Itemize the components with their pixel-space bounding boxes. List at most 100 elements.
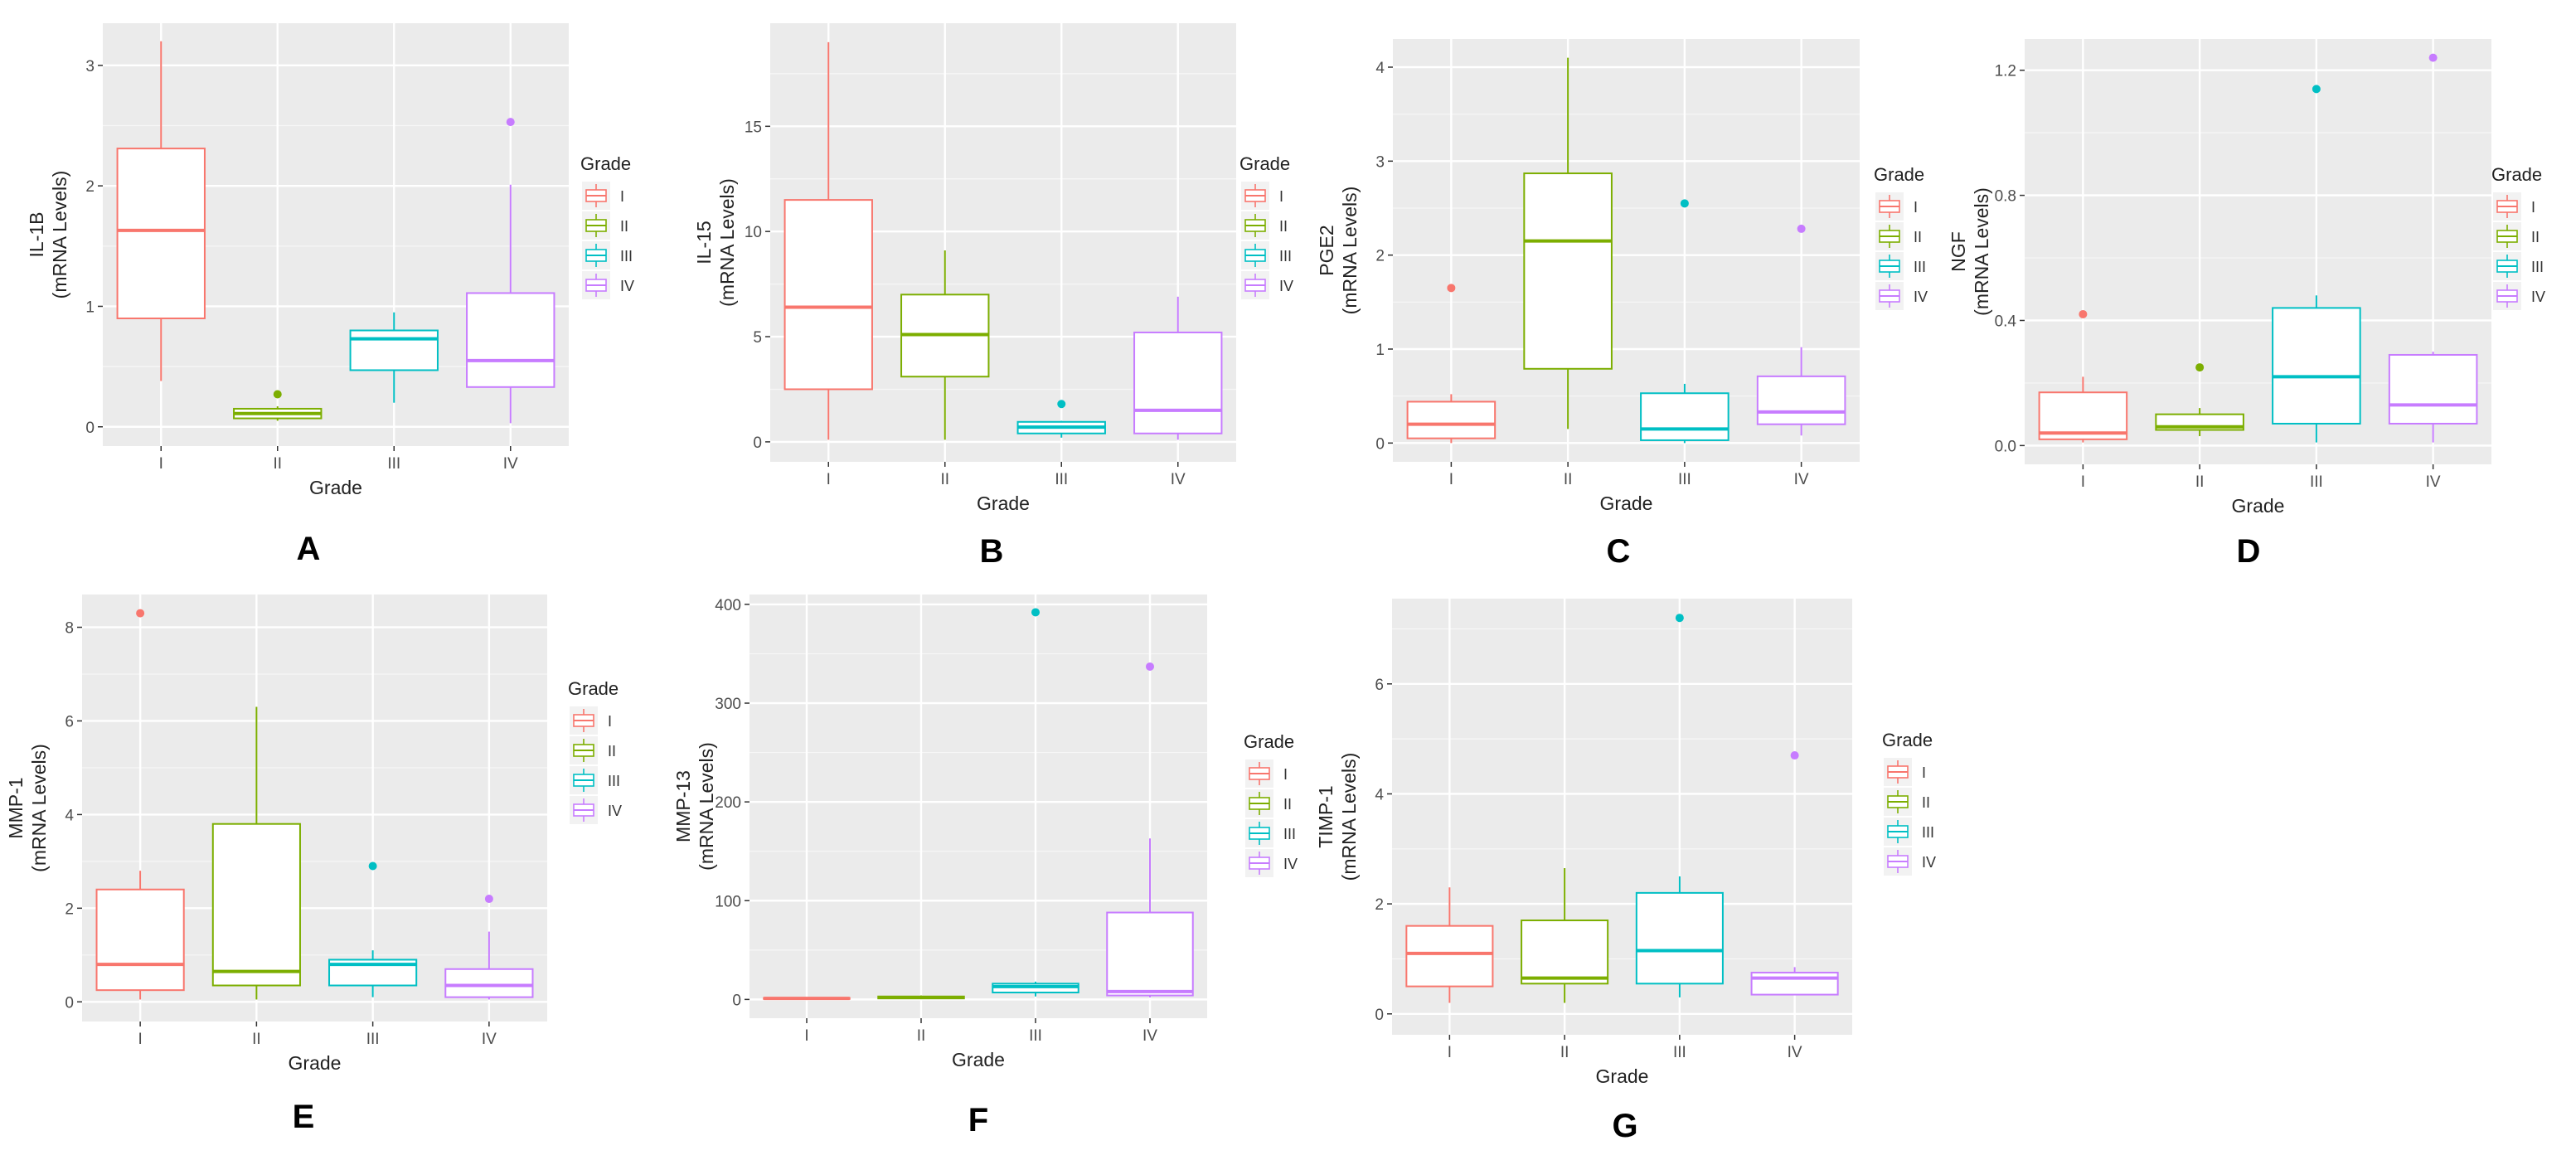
legend-title: Grade xyxy=(1244,731,1294,752)
y-axis-title-line2: (mRNA Levels) xyxy=(49,171,70,299)
y-tick-label: 5 xyxy=(753,329,762,347)
outlier-point xyxy=(484,895,493,904)
box-body xyxy=(444,968,534,998)
box-ii xyxy=(1523,57,1613,429)
legend-label: I xyxy=(608,713,612,730)
legend-label: III xyxy=(1914,259,1926,275)
y-tick-label: 0.0 xyxy=(1995,438,2016,455)
legend-title: Grade xyxy=(568,678,619,699)
x-tick-label: I xyxy=(1448,1044,1452,1061)
panel-letter: D xyxy=(2237,533,2261,570)
y-axis-title-line2: (mRNA Levels) xyxy=(1338,753,1360,881)
box-ii xyxy=(233,390,323,421)
y-axis-title: PGE2(mRNA Levels) xyxy=(1316,187,1361,315)
legend-label: III xyxy=(1922,824,1934,841)
box-i xyxy=(2038,309,2128,443)
box-body xyxy=(1523,172,1613,370)
box-body xyxy=(2272,307,2361,425)
y-axis-title: IL-15(mRNA Levels) xyxy=(693,178,738,307)
y-tick-label: 1 xyxy=(1375,342,1385,359)
legend-title: Grade xyxy=(1882,730,1933,750)
box-body xyxy=(1756,375,1846,425)
outlier-point xyxy=(1790,751,1799,760)
legend-label: III xyxy=(608,773,620,789)
y-axis-title: MMP-1(mRNA Levels) xyxy=(5,744,50,872)
y-tick-label: 0 xyxy=(85,420,95,437)
outlier-point xyxy=(2079,309,2088,318)
y-tick-label: 4 xyxy=(1375,60,1385,77)
y-tick-label: 2 xyxy=(1375,896,1384,914)
y-tick-label: 0 xyxy=(65,994,74,1012)
box-ii xyxy=(900,250,990,440)
y-axis-title-line1: PGE2 xyxy=(1316,225,1337,275)
y-axis-title: MMP-13(mRNA Levels) xyxy=(672,742,717,871)
y-axis-title-line2: (mRNA Levels) xyxy=(696,742,717,871)
legend-label: II xyxy=(608,743,616,759)
y-axis-title-line2: (mRNA Levels) xyxy=(1339,187,1361,315)
x-axis-title: Grade xyxy=(1596,1065,1649,1087)
box-iv xyxy=(466,118,555,424)
box-ii xyxy=(877,995,965,1000)
legend-label: IV xyxy=(620,278,634,294)
box-body xyxy=(1635,891,1724,985)
y-axis-title-line1: NGF xyxy=(1948,231,1969,272)
box-body xyxy=(1405,924,1494,988)
y-tick-label: 0 xyxy=(1375,1007,1384,1024)
box-iii xyxy=(328,861,418,997)
legend-label: IV xyxy=(1279,278,1293,294)
x-tick-label: II xyxy=(273,455,282,473)
x-tick-label: I xyxy=(138,1031,142,1048)
legend-label: III xyxy=(1279,248,1292,264)
y-axis-title-line2: (mRNA Levels) xyxy=(716,178,738,307)
outlier-point xyxy=(1057,400,1066,409)
y-tick-label: 3 xyxy=(85,58,95,75)
box-iii xyxy=(1016,400,1106,438)
y-tick-label: 100 xyxy=(715,893,741,910)
y-tick-label: 400 xyxy=(715,597,741,614)
y-tick-label: 6 xyxy=(1375,677,1384,694)
outlier-point xyxy=(2312,85,2321,94)
legend-label: I xyxy=(1279,188,1283,205)
box-iii xyxy=(1640,199,1729,444)
x-tick-label: III xyxy=(1029,1027,1042,1045)
x-tick-label: II xyxy=(252,1031,261,1048)
x-tick-label: II xyxy=(2195,473,2205,491)
panel-letter: A xyxy=(297,531,321,567)
x-tick-label: IV xyxy=(1171,471,1186,488)
box-i xyxy=(783,41,873,440)
x-axis-title: Grade xyxy=(289,1052,342,1074)
legend-label: I xyxy=(1914,199,1918,216)
box-iv xyxy=(1106,662,1194,997)
x-tick-label: II xyxy=(1560,1044,1569,1061)
y-tick-label: 6 xyxy=(65,713,74,730)
legend-label: I xyxy=(620,188,624,205)
box-ii xyxy=(2155,363,2244,437)
box-body xyxy=(1640,392,1729,441)
x-tick-label: III xyxy=(1673,1044,1686,1061)
outlier-point xyxy=(1447,284,1456,293)
box-iii xyxy=(349,312,439,403)
y-tick-label: 10 xyxy=(745,224,762,241)
x-tick-label: I xyxy=(1449,471,1453,488)
y-tick-label: 0 xyxy=(1375,435,1385,453)
x-tick-label: I xyxy=(2081,473,2085,491)
outlier-point xyxy=(1031,608,1040,617)
x-tick-label: III xyxy=(1055,471,1068,488)
box-body xyxy=(466,292,555,388)
x-tick-label: II xyxy=(940,471,949,488)
legend-label: IV xyxy=(1283,856,1298,872)
x-tick-label: IV xyxy=(482,1031,497,1048)
box-iv xyxy=(1133,296,1223,440)
y-tick-label: 4 xyxy=(1375,786,1384,803)
box-i xyxy=(1405,887,1494,1003)
